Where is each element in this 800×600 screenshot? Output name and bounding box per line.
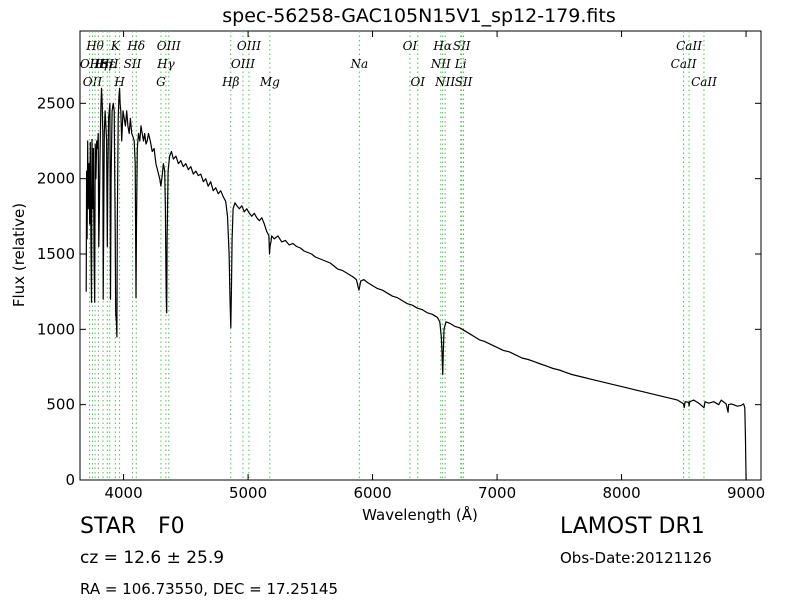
survey-name: LAMOST DR1 xyxy=(560,514,705,539)
line-label-15: OIII xyxy=(231,57,255,71)
spectrum-line-0 xyxy=(85,87,747,481)
object-class: STAR F0 xyxy=(80,514,185,539)
line-label-11: G xyxy=(156,75,166,89)
line-label-22: Hα xyxy=(432,39,452,53)
line-label-1: OII xyxy=(83,75,103,89)
coordinates: RA = 106.73550, DEC = 17.25145 xyxy=(80,580,339,598)
y-tick-label-3: 1500 xyxy=(37,245,75,263)
spectral-subclass: F0 xyxy=(158,514,185,539)
line-label-6: K xyxy=(110,39,121,53)
line-label-4: Hη xyxy=(93,57,112,71)
chart-title: spec-56258-GAC105N15V1_sp12-179.fits xyxy=(222,5,616,27)
y-tick-label-0: 0 xyxy=(65,471,75,489)
line-label-2: Hθ xyxy=(85,39,104,53)
x-tick-label-3: 7000 xyxy=(478,484,516,502)
plot-frame xyxy=(79,30,762,481)
x-axis-label: Wavelength (Å) xyxy=(362,505,478,524)
line-label-18: Na xyxy=(350,57,369,71)
line-label-10: Hδ xyxy=(126,39,145,53)
x-tick-label-1: 5000 xyxy=(229,484,267,502)
observation-date: Obs-Date:20121126 xyxy=(560,549,712,567)
y-tick-label-4: 2000 xyxy=(37,170,75,188)
line-label-8: SII xyxy=(101,57,119,71)
x-tick-label-2: 6000 xyxy=(353,484,391,502)
line-label-17: Mg xyxy=(259,75,280,89)
line-label-13: OIII xyxy=(157,39,181,53)
line-label-23: NII xyxy=(434,75,455,89)
line-label-12: Hγ xyxy=(156,57,175,71)
line-label-27: CaII xyxy=(671,57,697,71)
object-type: STAR xyxy=(80,514,137,539)
x-tick-label-0: 4000 xyxy=(104,484,142,502)
y-tick-label-1: 500 xyxy=(46,396,75,414)
line-label-14: Hβ xyxy=(221,75,239,89)
x-tick-label-4: 8000 xyxy=(602,484,640,502)
line-label-29: CaII xyxy=(691,75,717,89)
line-label-16: OIII xyxy=(237,39,261,53)
line-label-24: Li xyxy=(454,57,467,71)
line-label-5: Hε xyxy=(98,57,116,71)
line-label-20: OI xyxy=(410,75,425,89)
redshift-cz: cz = 12.6 ± 25.9 xyxy=(80,548,225,568)
line-label-19: OI xyxy=(403,39,418,53)
y-tick-label-2: 1000 xyxy=(37,320,75,338)
x-tick-label-5: 9000 xyxy=(727,484,765,502)
y-tick-label-5: 2500 xyxy=(37,94,75,112)
line-label-7: H xyxy=(113,75,125,89)
line-label-26: SII xyxy=(455,75,473,89)
y-axis-label: Flux (relative) xyxy=(10,203,28,307)
line-label-25: SII xyxy=(453,39,471,53)
line-label-9: SII xyxy=(124,57,142,71)
line-label-21: NII xyxy=(430,57,451,71)
line-label-28: CaII xyxy=(676,39,702,53)
